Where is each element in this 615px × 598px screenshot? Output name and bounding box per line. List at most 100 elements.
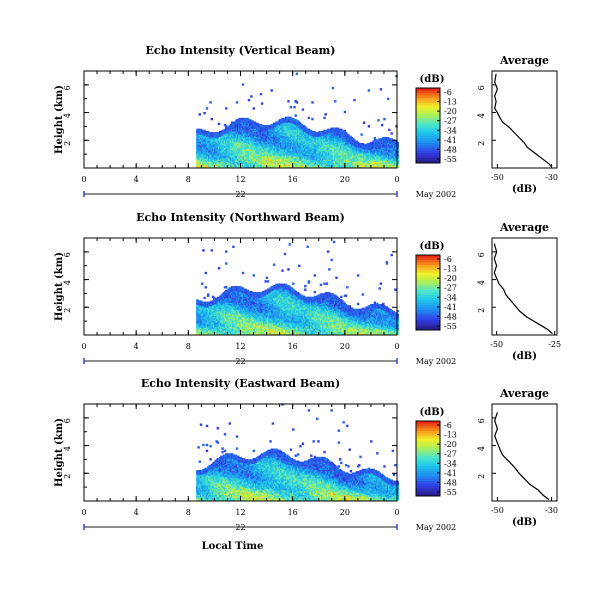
heatmap-cell <box>197 134 200 137</box>
heatmap-cell <box>331 86 335 90</box>
heatmap-cell <box>225 107 228 110</box>
heatmap-cell <box>227 134 230 137</box>
heatmap-cell <box>323 116 326 120</box>
heatmap-cell <box>203 165 206 168</box>
heatmap-cell <box>203 112 206 115</box>
heatmap-cell <box>294 114 297 117</box>
heatmap-cell <box>334 100 337 103</box>
heatmap-cell <box>221 129 224 133</box>
heatmap-cell <box>343 129 347 133</box>
heatmap-cell <box>227 165 230 168</box>
heatmap-cell <box>353 98 356 102</box>
heatmap-cell <box>197 159 200 162</box>
heatmap-cell <box>360 133 363 136</box>
heatmap-cell <box>239 134 242 137</box>
heatmap-cell <box>235 101 239 104</box>
heatmap-cell <box>250 95 253 98</box>
heatmap-cell <box>209 150 212 153</box>
heatmap-cell <box>241 83 245 86</box>
heatmap-cell <box>203 150 206 153</box>
heatmap-cell <box>311 117 314 121</box>
heatmap-cell <box>239 156 242 159</box>
heatmap-cell <box>239 123 242 127</box>
heatmap-cell <box>233 134 236 137</box>
heatmap-cell <box>215 134 218 137</box>
heatmap-cell <box>233 159 236 162</box>
heatmap-cell <box>209 132 212 135</box>
heatmap-cell <box>289 106 293 109</box>
heatmap-cell <box>233 139 236 142</box>
heatmap-cell <box>380 123 384 127</box>
heatmap-cell <box>221 156 224 159</box>
heatmap-cell <box>301 108 305 111</box>
heatmap-cell <box>343 110 347 114</box>
heatmap-cell <box>383 117 386 121</box>
heatmap-cell <box>227 159 230 162</box>
heatmap-cell <box>227 156 230 159</box>
heatmap-cell <box>203 139 206 142</box>
heatmap-cell <box>203 134 206 137</box>
heatmap-cell <box>260 102 264 105</box>
heatmap-cell <box>210 117 213 121</box>
heatmap-cell <box>227 158 230 161</box>
heatmap-cell <box>379 88 383 91</box>
heatmap-cell <box>367 125 371 128</box>
heatmap-cell <box>209 134 212 137</box>
heatmap-cell <box>367 89 371 92</box>
heatmap-cell <box>209 156 212 159</box>
heatmap-cell <box>205 107 209 110</box>
heatmap-cell <box>221 134 224 137</box>
heatmap-cell <box>239 154 242 158</box>
heatmap-cell <box>239 159 242 162</box>
heatmap-cell <box>197 156 200 159</box>
heatmap-cell <box>307 116 311 120</box>
heatmap-cell <box>215 157 218 160</box>
heatmap-cells <box>196 72 399 168</box>
heatmap-cell <box>197 128 200 132</box>
heatmap-cell <box>209 165 212 168</box>
heatmap-cell <box>295 101 299 104</box>
heatmap-cell <box>220 165 223 168</box>
heatmap-cell <box>377 119 380 122</box>
heatmap-cell <box>203 159 206 162</box>
heatmap-cell <box>197 140 200 143</box>
heatmap-cell <box>287 100 290 103</box>
heatmap-cell <box>203 129 206 133</box>
heatmap-cell <box>227 140 230 143</box>
panel-title: Echo Intensity (Vertical Beam) <box>145 44 335 57</box>
heatmap-cell <box>215 159 218 162</box>
heatmap-cell <box>217 122 221 126</box>
heatmap-cell <box>203 156 206 159</box>
heatmap-cell <box>197 165 200 168</box>
heatmap-cell <box>203 140 206 143</box>
heatmap-cell <box>239 150 242 153</box>
heatmap-cell <box>324 113 327 116</box>
heatmap-cell <box>209 159 212 162</box>
heatmap-cell <box>311 101 314 104</box>
heatmap-cell <box>215 165 218 168</box>
heatmap-cell <box>227 150 230 153</box>
heatmap-cell <box>197 150 200 153</box>
heatmap-cell <box>227 126 230 129</box>
heatmap-cell <box>233 121 236 124</box>
heatmap-cell <box>293 106 296 109</box>
heatmap-cell <box>209 101 212 104</box>
heatmap-cell <box>233 156 236 159</box>
heatmap-cell <box>233 165 236 168</box>
heatmap-cell <box>259 92 263 96</box>
heatmap-cell <box>221 140 224 143</box>
heatmap-cell <box>215 140 218 143</box>
heatmap-cell <box>362 121 366 124</box>
heatmap-cell <box>239 140 242 143</box>
heatmap-cell <box>233 140 236 143</box>
heatmap-cell <box>221 150 224 153</box>
heatmap-cell <box>225 125 228 128</box>
heatmap-cell <box>233 123 236 127</box>
heatmap-cell <box>252 107 255 110</box>
heatmap-cell <box>197 148 200 152</box>
heatmap-cell <box>215 132 218 135</box>
heatmap-cell <box>203 146 206 149</box>
heatmap-cell <box>233 150 236 153</box>
heatmap-cell <box>198 113 201 116</box>
